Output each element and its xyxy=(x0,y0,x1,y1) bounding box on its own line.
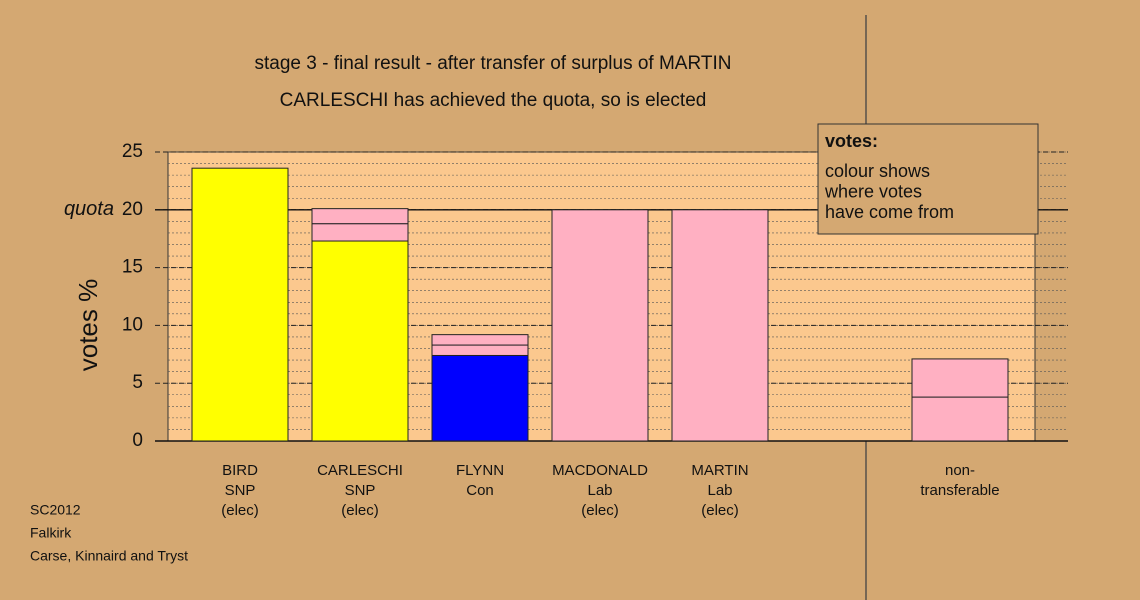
y-tick-label: 25 xyxy=(122,141,143,162)
y-tick-label: 15 xyxy=(122,257,143,278)
bar-segment xyxy=(431,334,529,346)
x-tick-label: (elec) xyxy=(581,502,619,519)
bar-segment xyxy=(191,167,289,442)
legend-text: colour shows xyxy=(825,161,930,181)
y-tick-label: 10 xyxy=(122,314,143,335)
chart-subtitle: CARLESCHI has achieved the quota, so is … xyxy=(280,90,707,111)
x-tick-label: SNP xyxy=(345,482,376,499)
y-tick-label: 0 xyxy=(132,430,143,451)
y-tick-label: 5 xyxy=(132,372,143,393)
x-tick-label: (elec) xyxy=(221,502,259,519)
chart-title: stage 3 - final result - after transfer … xyxy=(255,53,732,74)
bar-segment xyxy=(551,209,649,442)
footnote: SC2012 xyxy=(30,502,81,518)
x-tick-label: BIRD xyxy=(222,462,258,479)
x-tick-label: SNP xyxy=(225,482,256,499)
x-tick-label: MARTIN xyxy=(691,462,748,479)
quota-label: quota xyxy=(64,198,114,220)
legend-text: where votes xyxy=(824,181,922,201)
footnote: Carse, Kinnaird and Tryst xyxy=(30,548,188,564)
x-tick-label: Con xyxy=(466,482,494,499)
footnote: Falkirk xyxy=(30,525,72,541)
x-tick-label: (elec) xyxy=(341,502,379,519)
x-tick-label: Lab xyxy=(587,482,612,499)
x-tick-label: MACDONALD xyxy=(552,462,648,479)
y-tick-label: 20 xyxy=(122,199,143,220)
bar-segment xyxy=(911,396,1009,442)
legend-text: have come from xyxy=(825,202,954,222)
y-axis-label: votes % xyxy=(73,279,103,372)
bar-segment xyxy=(311,223,409,242)
bar-segment xyxy=(311,240,409,442)
legend-title: votes: xyxy=(825,131,878,151)
bar-segment xyxy=(431,344,529,356)
bar-segment xyxy=(431,354,529,442)
x-tick-label: FLYNN xyxy=(456,462,504,479)
bar-segment xyxy=(911,358,1009,398)
legend-box xyxy=(817,123,1039,235)
bar-segment xyxy=(311,208,409,225)
x-tick-label: transferable xyxy=(920,482,999,499)
x-tick-label: (elec) xyxy=(701,502,739,519)
bar-segment xyxy=(671,209,769,442)
x-tick-label: non- xyxy=(945,462,975,479)
x-tick-label: Lab xyxy=(707,482,732,499)
x-tick-label: CARLESCHI xyxy=(317,462,403,479)
